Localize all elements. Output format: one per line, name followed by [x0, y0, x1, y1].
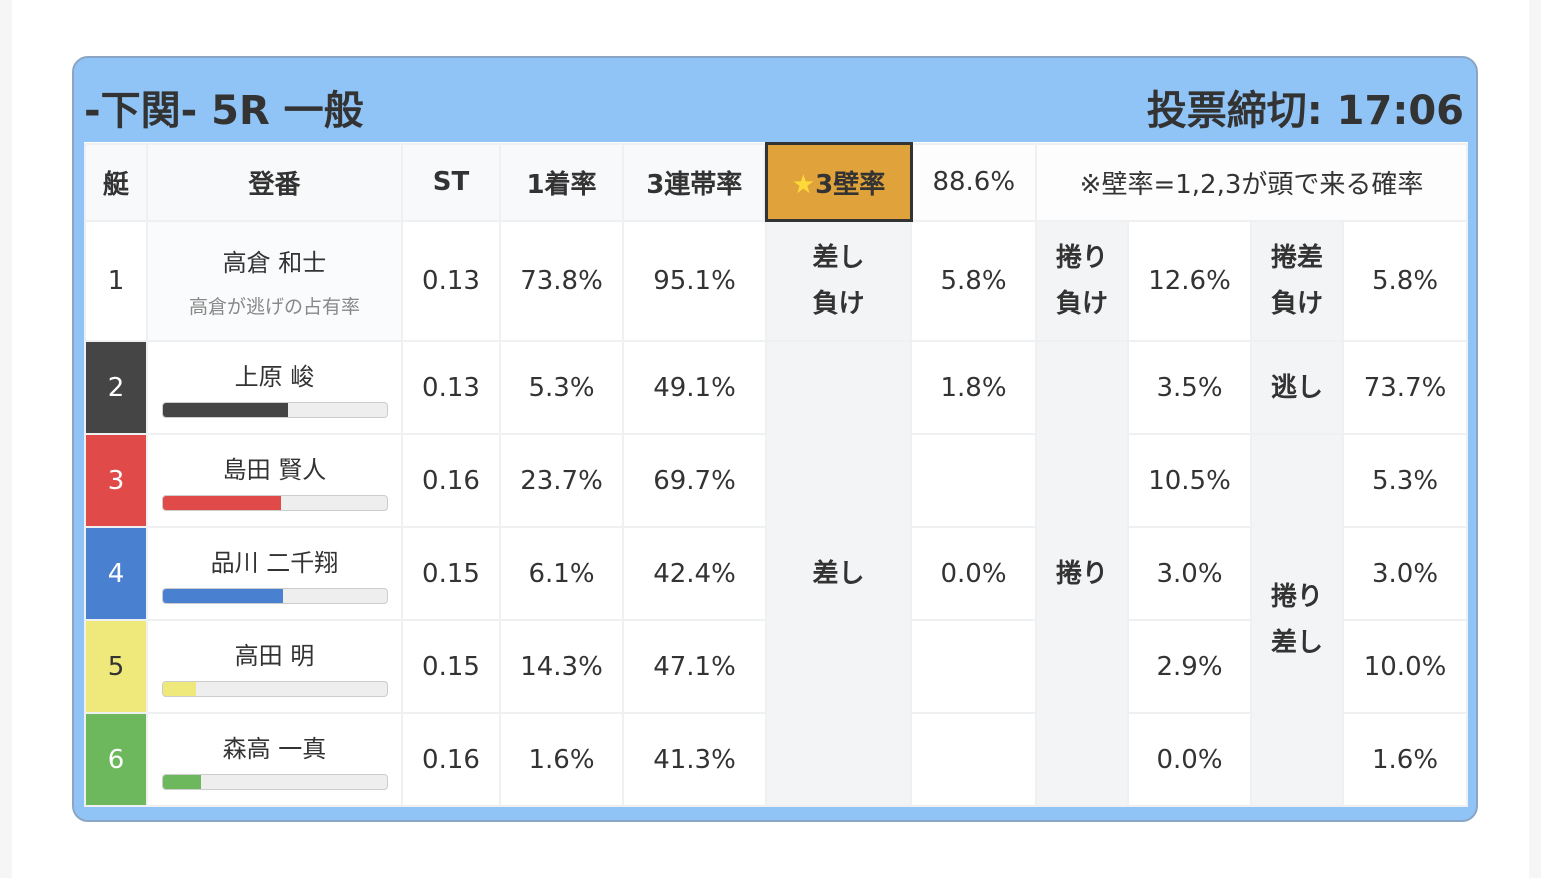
right-margin [1529, 0, 1541, 878]
racer-cell: 品川 二千翔 [146, 526, 403, 621]
wall-value: 88.6% [910, 142, 1037, 222]
table-row: 3 島田 賢人 0.16 23.7% 69.7% 10.5% 捲り差し 5.3% [84, 433, 1469, 807]
progress-fill [162, 682, 197, 696]
label-sashi-make-cell: 差し負け [765, 219, 912, 342]
sashi-value [910, 712, 1037, 807]
win-rate: 6.1% [499, 526, 624, 621]
third-value: 10.0% [1341, 619, 1469, 714]
value: 12.6% [1127, 219, 1252, 342]
label-makurisashi-cell: 捲り差し [1250, 433, 1344, 807]
progress-fill [162, 403, 288, 417]
progress-bar [161, 681, 388, 697]
racer-name: 森高 一真 [222, 735, 327, 763]
third-value: 3.0% [1341, 526, 1469, 621]
col-wall[interactable]: ★3壁率 [764, 142, 913, 222]
label-makuri-make: 捲り負け [1055, 242, 1108, 319]
boat-number: 2 [84, 340, 148, 435]
race-card: -下関- 5R 一般 投票締切: 17:06 艇 登番 ST 1着率 3連帯率 … [72, 56, 1478, 822]
boat-number: 4 [84, 526, 148, 621]
racer-name: 島田 賢人 [222, 456, 327, 484]
makuri-value: 0.0% [1127, 712, 1252, 807]
table-row: 4 品川 二千翔 0.15 6.1% 42.4% 0.0% 3.0% 3.0% [84, 526, 1469, 621]
label-makuri-make-cell: 捲り負け [1035, 219, 1129, 342]
racer-cell: 森高 一真 [146, 712, 403, 807]
boat-number: 3 [84, 433, 148, 528]
top3-rate: 42.4% [622, 526, 767, 621]
label-makurisashi-make-cell: 捲差負け [1250, 219, 1344, 342]
racer-cell: 高倉 和士高倉が逃げの占有率 [146, 219, 403, 342]
racer-name: 上原 峻 [234, 363, 315, 391]
label-makuri: 捲り [1035, 340, 1129, 807]
race-title: -下関- 5R 一般 [84, 88, 364, 134]
third-value: 73.7% [1341, 340, 1469, 435]
race-table: 艇 登番 ST 1着率 3連帯率 ★3壁率 88.6% ※壁率=1,2,3が頭で… [84, 142, 1469, 807]
st: 0.16 [401, 433, 501, 528]
left-margin [0, 0, 12, 878]
col-top3: 3連帯率 [622, 142, 767, 222]
label-nige: 逃し [1250, 340, 1344, 435]
win-rate: 1.6% [499, 712, 624, 807]
label-sashi: 差し [765, 340, 912, 807]
col-win: 1着率 [499, 142, 624, 222]
value: 5.8% [910, 219, 1037, 342]
racer-sub: 高倉が逃げの占有率 [188, 295, 360, 318]
table-row: 2 上原 峻 0.13 5.3% 49.1% 差し 1.8% 捲り 3.5% 逃し 73.7… [84, 340, 1469, 807]
st: 0.15 [401, 619, 501, 714]
col-reg: 登番 [146, 142, 403, 222]
st: 0.13 [401, 340, 501, 435]
progress-bar [161, 588, 388, 604]
col-boat: 艇 [84, 142, 148, 222]
progress-bar [161, 402, 388, 418]
third-value: 1.6% [1341, 712, 1469, 807]
boat-number: 6 [84, 712, 148, 807]
top3-rate: 69.7% [622, 433, 767, 528]
top3-rate: 41.3% [622, 712, 767, 807]
win-rate: 23.7% [499, 433, 624, 528]
racer-name: 高田 明 [234, 642, 315, 670]
deadline: 投票締切: 17:06 [1146, 88, 1464, 134]
progress-fill [162, 496, 282, 510]
sashi-value: 0.0% [910, 526, 1037, 621]
boat-number: 1 [84, 219, 148, 342]
top3-rate: 95.1% [622, 219, 767, 342]
label-makurisashi-make: 捲差負け [1270, 242, 1323, 319]
label-sashi-make: 差し負け [812, 243, 865, 319]
win-rate: 73.8% [499, 219, 624, 342]
wall-note: ※壁率=1,2,3が頭で来る確率 [1034, 142, 1469, 222]
boat-number: 5 [84, 619, 148, 714]
racer-name: 高倉 和士 [222, 248, 327, 277]
racer-cell: 高田 明 [146, 619, 403, 714]
sashi-value: 1.8% [910, 340, 1037, 435]
win-rate: 14.3% [499, 619, 624, 714]
sashi-value [910, 619, 1037, 714]
win-rate: 5.3% [499, 340, 624, 435]
sashi-value [910, 433, 1037, 528]
progress-bar [161, 774, 388, 790]
racer-name: 品川 二千翔 [210, 549, 339, 577]
makuri-value: 3.0% [1127, 526, 1252, 621]
table-row: 1 高倉 和士高倉が逃げの占有率 0.13 73.8% 95.1% 差し負け 5… [84, 219, 1469, 342]
table-row: 6 森高 一真 0.16 1.6% 41.3% 0.0% 1.6% [84, 712, 1469, 807]
third-value: 5.3% [1341, 433, 1469, 528]
racer-cell: 島田 賢人 [146, 433, 403, 528]
st: 0.15 [401, 526, 501, 621]
makuri-value: 2.9% [1127, 619, 1252, 714]
racer-cell: 上原 峻 [146, 340, 403, 435]
label-makurisashi: 捲り差し [1270, 582, 1323, 658]
makuri-value: 10.5% [1127, 433, 1252, 528]
top3-rate: 49.1% [622, 340, 767, 435]
progress-fill [162, 775, 201, 789]
progress-fill [162, 589, 284, 603]
col-st: ST [401, 142, 501, 222]
progress-bar [161, 495, 388, 511]
st: 0.13 [401, 219, 501, 342]
table-row: 5 高田 明 0.15 14.3% 47.1% 2.9% 10.0% [84, 619, 1469, 714]
top3-rate: 47.1% [622, 619, 767, 714]
header-row: 艇 登番 ST 1着率 3連帯率 ★3壁率 88.6% ※壁率=1,2,3が頭で… [84, 142, 1469, 222]
value: 5.8% [1341, 219, 1469, 342]
st: 0.16 [401, 712, 501, 807]
makuri-value: 3.5% [1127, 340, 1252, 435]
